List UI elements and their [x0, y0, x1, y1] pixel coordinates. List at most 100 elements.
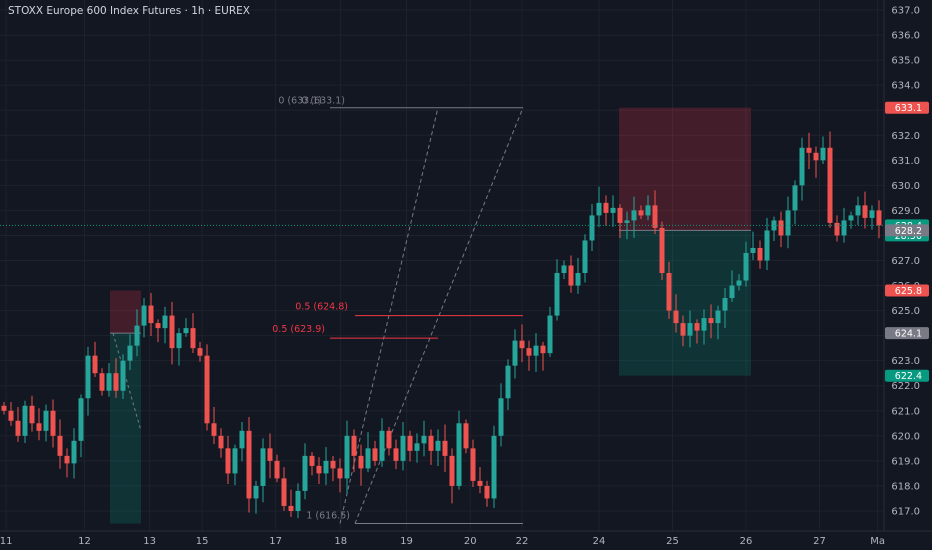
candle — [197, 341, 203, 362]
candle — [113, 358, 119, 398]
price-tick-label: 625.0 — [891, 306, 920, 317]
price-tick-label: 637.0 — [891, 6, 920, 17]
candle — [694, 319, 700, 344]
candle — [575, 257, 581, 294]
candle — [687, 310, 693, 348]
candle — [617, 204, 623, 239]
candle — [274, 454, 280, 483]
candle — [680, 315, 686, 347]
time-tick-label: 15 — [196, 536, 209, 547]
candle — [729, 270, 735, 302]
time-tick-label: 12 — [78, 536, 91, 547]
candle — [498, 383, 504, 447]
candle — [106, 363, 112, 397]
candle — [365, 432, 371, 473]
candle — [876, 200, 882, 239]
time-tick-label: 26 — [740, 536, 753, 547]
candle — [589, 204, 595, 252]
price-tick-label: 618.0 — [891, 481, 920, 492]
price-badge: 625.8 — [885, 284, 929, 297]
candle — [43, 404, 49, 442]
candle — [253, 480, 259, 514]
candle — [260, 438, 266, 503]
time-tick-label: Ma — [870, 536, 885, 547]
candle — [547, 306, 553, 357]
time-tick-label: 18 — [334, 536, 347, 547]
candle — [638, 205, 644, 220]
candle — [540, 341, 546, 371]
time-axis-bg — [0, 531, 932, 550]
candle — [239, 422, 245, 462]
candle — [323, 447, 329, 486]
price-tick-label: 632.0 — [891, 131, 920, 142]
candle — [372, 440, 378, 466]
trade-path — [112, 332, 142, 431]
candle — [470, 439, 476, 487]
price-tick-label: 619.0 — [891, 456, 920, 467]
candle — [715, 305, 721, 340]
candle — [596, 186, 602, 228]
candle — [330, 455, 336, 482]
candle — [15, 407, 21, 442]
candle — [57, 419, 63, 469]
candle — [778, 211, 784, 248]
candle — [414, 433, 420, 463]
candle — [64, 448, 70, 478]
candle — [659, 221, 665, 281]
candle — [652, 190, 658, 234]
candle — [211, 407, 217, 445]
price-tick-label: 617.0 — [891, 506, 920, 517]
candle — [806, 132, 812, 170]
candle — [22, 400, 28, 443]
candle — [288, 489, 294, 517]
candle — [134, 309, 140, 357]
time-tick-label: 22 — [516, 536, 529, 547]
candle — [92, 341, 98, 377]
candle — [246, 417, 252, 513]
fib-label: 0 (633.1) — [301, 96, 345, 107]
candle — [127, 334, 133, 371]
price-badge-label: 633.1 — [895, 103, 922, 114]
time-tick-label: 20 — [464, 536, 477, 547]
candle — [477, 467, 483, 494]
candle — [568, 255, 574, 293]
time-tick-label: 24 — [593, 536, 606, 547]
candle — [792, 180, 798, 225]
candle — [337, 458, 343, 493]
candle — [736, 274, 742, 291]
candle — [526, 340, 532, 371]
price-axis[interactable]: 617.0618.0619.0620.0621.0622.0623.0624.0… — [883, 0, 932, 550]
candle — [190, 313, 196, 354]
candle — [29, 395, 35, 432]
price-badge-label: 625.8 — [895, 286, 922, 297]
candle — [295, 483, 301, 519]
candle — [673, 294, 679, 333]
candle — [743, 241, 749, 287]
candle — [85, 346, 91, 416]
candle — [309, 452, 315, 476]
candle — [71, 428, 77, 479]
fib-label: 0.5 (624.8) — [295, 302, 348, 313]
chart-title: STOXX Europe 600 Index Futures · 1h · EU… — [8, 5, 250, 17]
candle — [120, 354, 126, 400]
candle — [813, 146, 819, 178]
candle — [400, 422, 406, 471]
candle — [176, 328, 182, 366]
candle — [204, 344, 210, 431]
candle — [750, 231, 756, 261]
price-tick-label: 622.0 — [891, 381, 920, 392]
candle — [582, 234, 588, 283]
time-tick-label: 11 — [0, 536, 12, 547]
candle — [344, 420, 350, 494]
time-axis[interactable]: 11 12 13 15 17 18 19 20 22 24 25 26 27 Ma — [0, 530, 932, 550]
candle — [162, 306, 168, 344]
candle — [862, 191, 868, 229]
candle — [386, 427, 392, 456]
candle — [505, 359, 511, 410]
candle — [722, 288, 728, 329]
candle — [435, 429, 441, 466]
candle — [281, 467, 287, 511]
candle — [855, 196, 861, 225]
